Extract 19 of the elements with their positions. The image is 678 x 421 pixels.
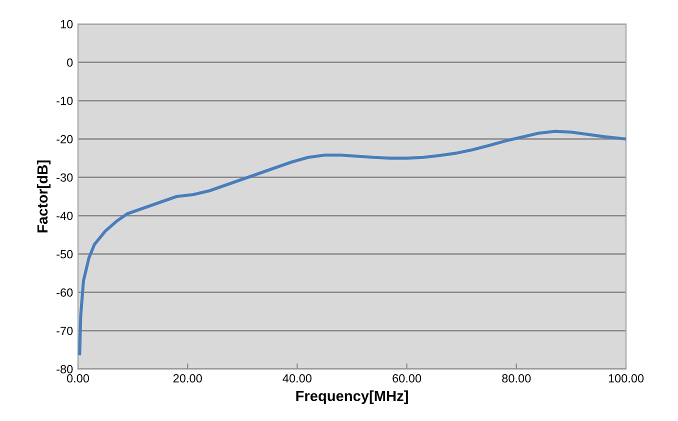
y-tick-label: -70 (56, 326, 73, 336)
x-axis-title: Frequency[MHz] (296, 390, 408, 404)
x-tick-label: 0.00 (66, 374, 90, 383)
y-tick-label: -20 (56, 135, 73, 144)
y-tick-label: 0 (67, 58, 73, 67)
x-tick-label: 40.00 (282, 374, 312, 383)
y-tick-label: -80 (56, 365, 73, 374)
x-tick-label: 100.00 (608, 374, 644, 383)
y-tick-label: -50 (56, 250, 73, 258)
y-tick-label: -40 (56, 212, 73, 220)
x-tick-label: 20.00 (173, 374, 202, 383)
y-tick-label: -30 (56, 173, 73, 182)
line-series (78, 130, 626, 356)
y-tick-label: 10 (60, 20, 73, 28)
x-tick-label: 80.00 (502, 374, 531, 383)
y-axis-title: Factor[dB] (36, 160, 51, 232)
x-tick-label: 60.00 (392, 374, 422, 383)
y-tick-label: -10 (56, 96, 73, 106)
y-tick-label: -60 (56, 288, 73, 297)
